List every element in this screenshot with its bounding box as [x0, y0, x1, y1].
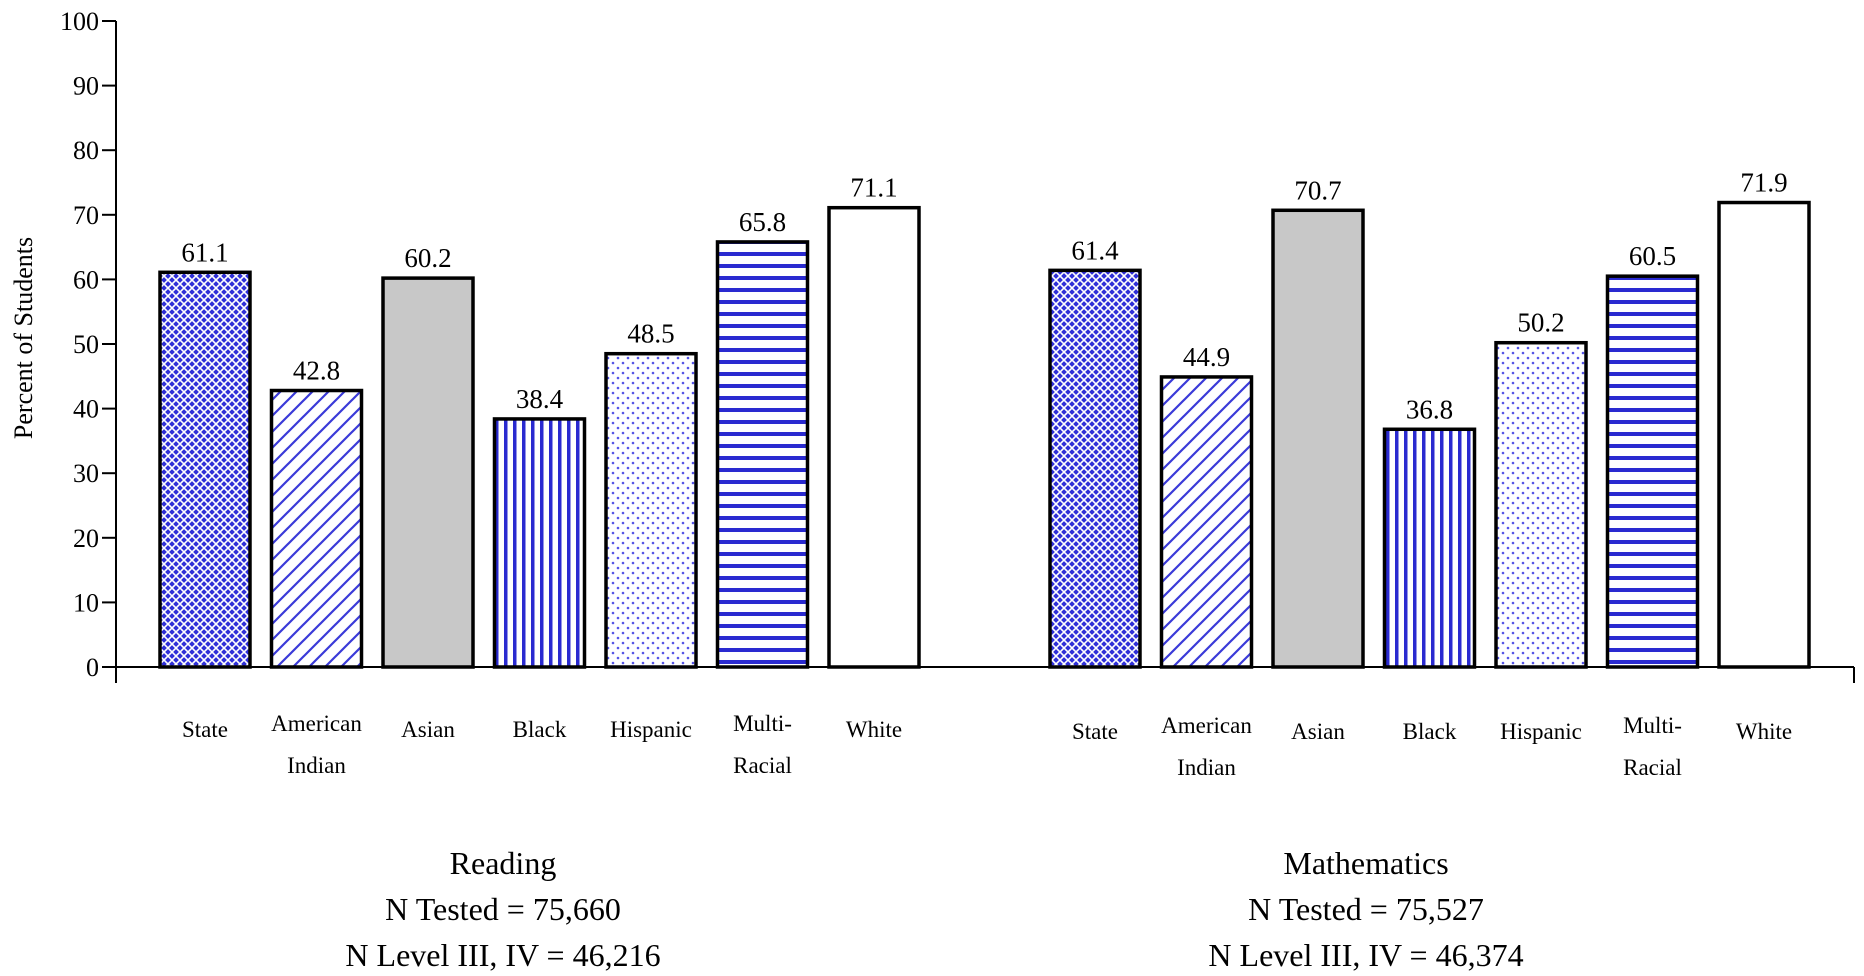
- value-label-mathematics-american-indian: 44.9: [1183, 342, 1230, 372]
- value-label-mathematics-white: 71.9: [1740, 168, 1787, 198]
- value-label-reading-black: 38.4: [516, 384, 564, 414]
- bar-reading-hispanic: [604, 351, 698, 669]
- y-tick-label: 100: [60, 7, 99, 36]
- value-label-mathematics-state: 61.4: [1071, 235, 1119, 265]
- y-tick-label: 70: [73, 201, 99, 230]
- category-label-reading-multi-racial: Multi-: [733, 711, 792, 736]
- y-tick-label: 10: [73, 588, 99, 617]
- value-labels: 61.1 42.8 60.2 38.4 48.5 65.8 71.1 61.4 44.9 70.7…: [181, 168, 1787, 425]
- category-label-reading-american-indian: American: [271, 711, 362, 736]
- bar-reading-black: [492, 417, 587, 669]
- category-label-mathematics-multi-racial: Racial: [1623, 755, 1682, 780]
- bar-mathematics-state: [1048, 268, 1142, 669]
- category-label-mathematics-black: Black: [1403, 719, 1457, 744]
- group-labels: Reading N Tested = 75,660 N Level III, IV …: [345, 845, 1523, 973]
- y-axis-title: Percent of Students: [9, 237, 38, 439]
- category-label-reading-white: White: [846, 717, 902, 742]
- y-axis: 0 10 20 30 40 50 60 70 80 90 100: [60, 7, 117, 683]
- category-label-mathematics-asian: Asian: [1291, 719, 1345, 744]
- value-label-reading-american-indian: 42.8: [293, 356, 340, 386]
- category-label-reading-asian: Asian: [401, 717, 455, 742]
- bar-mathematics-asian: [1271, 208, 1365, 669]
- group-name-reading: Reading: [450, 845, 557, 881]
- bar-reading-asian: [381, 276, 475, 669]
- y-tick-label: 40: [73, 395, 99, 424]
- category-label-mathematics-american-indian: Indian: [1177, 755, 1236, 780]
- group-stat-reading: N Tested = 75,660: [385, 891, 621, 927]
- y-tick-label: 50: [73, 330, 99, 359]
- y-tick-label: 20: [73, 524, 99, 553]
- category-label-mathematics-multi-racial: Multi-: [1623, 713, 1682, 738]
- value-label-mathematics-hispanic: 50.2: [1517, 308, 1564, 338]
- category-label-reading-black: Black: [513, 717, 567, 742]
- bar-reading-multi-racial: [715, 240, 810, 669]
- value-label-reading-white: 71.1: [850, 173, 897, 203]
- value-label-reading-state: 61.1: [181, 237, 228, 267]
- value-label-mathematics-multi-racial: 60.5: [1629, 241, 1676, 271]
- value-label-reading-asian: 60.2: [404, 243, 451, 273]
- group-stat-mathematics: N Level III, IV = 46,374: [1208, 937, 1523, 971]
- category-label-mathematics-american-indian: American: [1161, 713, 1252, 738]
- category-label-mathematics-white: White: [1736, 719, 1792, 744]
- bar-mathematics-white: [1717, 200, 1811, 669]
- bar-mathematics-multi-racial: [1605, 274, 1700, 669]
- bars: [158, 200, 1811, 669]
- value-label-mathematics-black: 36.8: [1406, 394, 1453, 424]
- group-stat-mathematics: N Tested = 75,527: [1248, 891, 1484, 927]
- x-axis: [116, 666, 1855, 683]
- category-label-reading-american-indian: Indian: [287, 753, 346, 778]
- value-label-reading-hispanic: 48.5: [627, 319, 674, 349]
- y-tick-label: 80: [73, 136, 99, 165]
- category-label-mathematics-hispanic: Hispanic: [1500, 719, 1582, 744]
- value-label-reading-multi-racial: 65.8: [739, 207, 786, 237]
- bar-reading-american-indian: [269, 388, 364, 669]
- value-label-mathematics-asian: 70.7: [1294, 175, 1341, 205]
- y-tick-label: 0: [86, 653, 99, 682]
- bar-mathematics-hispanic: [1494, 340, 1588, 669]
- category-label-reading-multi-racial: Racial: [733, 753, 792, 778]
- y-tick-label: 30: [73, 459, 99, 488]
- category-label-reading-hispanic: Hispanic: [610, 717, 692, 742]
- group-name-mathematics: Mathematics: [1283, 845, 1448, 881]
- bar-mathematics-black: [1382, 427, 1477, 669]
- category-label-reading-state: State: [182, 717, 228, 742]
- bar-reading-white: [827, 205, 921, 669]
- bar-mathematics-american-indian: [1159, 375, 1254, 669]
- bar-reading-state: [158, 270, 252, 669]
- category-label-mathematics-state: State: [1072, 719, 1118, 744]
- group-stat-reading: N Level III, IV = 46,216: [345, 937, 660, 971]
- category-labels: State American Indian Asian Black Hispanic Mul…: [182, 711, 1792, 780]
- y-tick-label: 60: [73, 265, 99, 294]
- y-tick-label: 90: [73, 72, 99, 101]
